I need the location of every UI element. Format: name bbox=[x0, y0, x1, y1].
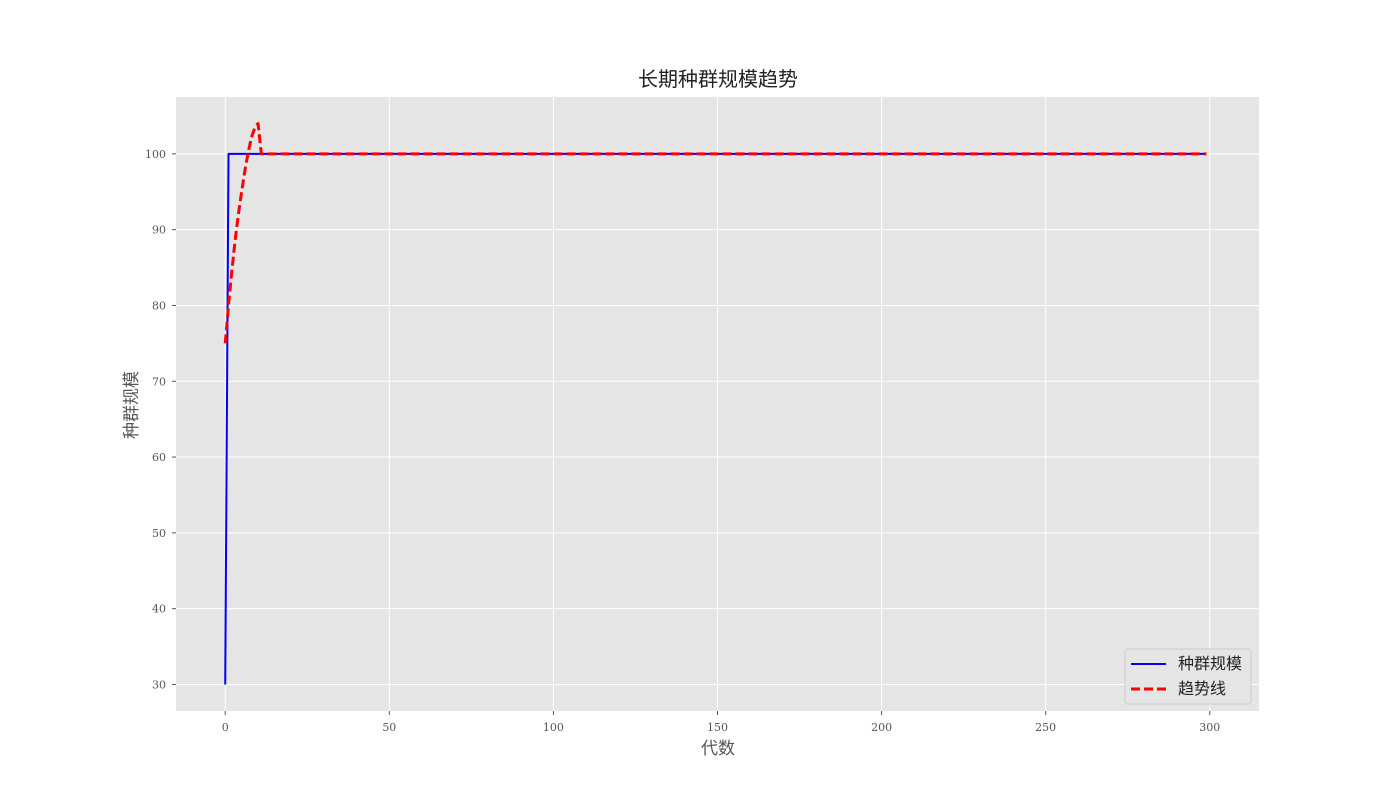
legend-box bbox=[1124, 648, 1252, 705]
y-tick-label: 90 bbox=[152, 224, 166, 237]
x-tick-label: 200 bbox=[871, 721, 892, 734]
x-axis-label: 代数 bbox=[701, 739, 735, 759]
series-layer bbox=[223, 122, 1207, 685]
chart-title: 长期种群规模趋势 bbox=[638, 67, 798, 91]
x-tick-label: 0 bbox=[222, 721, 229, 734]
y-tick-label: 50 bbox=[152, 527, 166, 540]
x-tick-label: 50 bbox=[382, 721, 396, 734]
legend-label-series-2: 趋势线 bbox=[1178, 679, 1226, 698]
x-tick-label: 300 bbox=[1199, 721, 1220, 734]
series-line-2 bbox=[223, 122, 1207, 344]
x-tick-label: 100 bbox=[543, 721, 564, 734]
tick-layer: 0 50 100 150 200 250 300 30 40 50 60 70 80 90 100 bbox=[145, 148, 1220, 734]
legend: 种群规模 趋势线 bbox=[1124, 648, 1252, 705]
y-tick-label: 30 bbox=[152, 678, 166, 691]
x-tick-label: 150 bbox=[707, 721, 728, 734]
y-tick-label: 60 bbox=[152, 451, 166, 464]
y-axis-label: 种群规模 bbox=[122, 371, 142, 439]
y-tick-label: 80 bbox=[152, 299, 166, 312]
x-tick-label: 250 bbox=[1035, 721, 1056, 734]
y-tick-label: 100 bbox=[145, 148, 166, 161]
y-tick-label: 40 bbox=[152, 603, 166, 616]
legend-label-series-1: 种群规模 bbox=[1178, 654, 1242, 673]
y-tick-label: 70 bbox=[152, 375, 166, 388]
